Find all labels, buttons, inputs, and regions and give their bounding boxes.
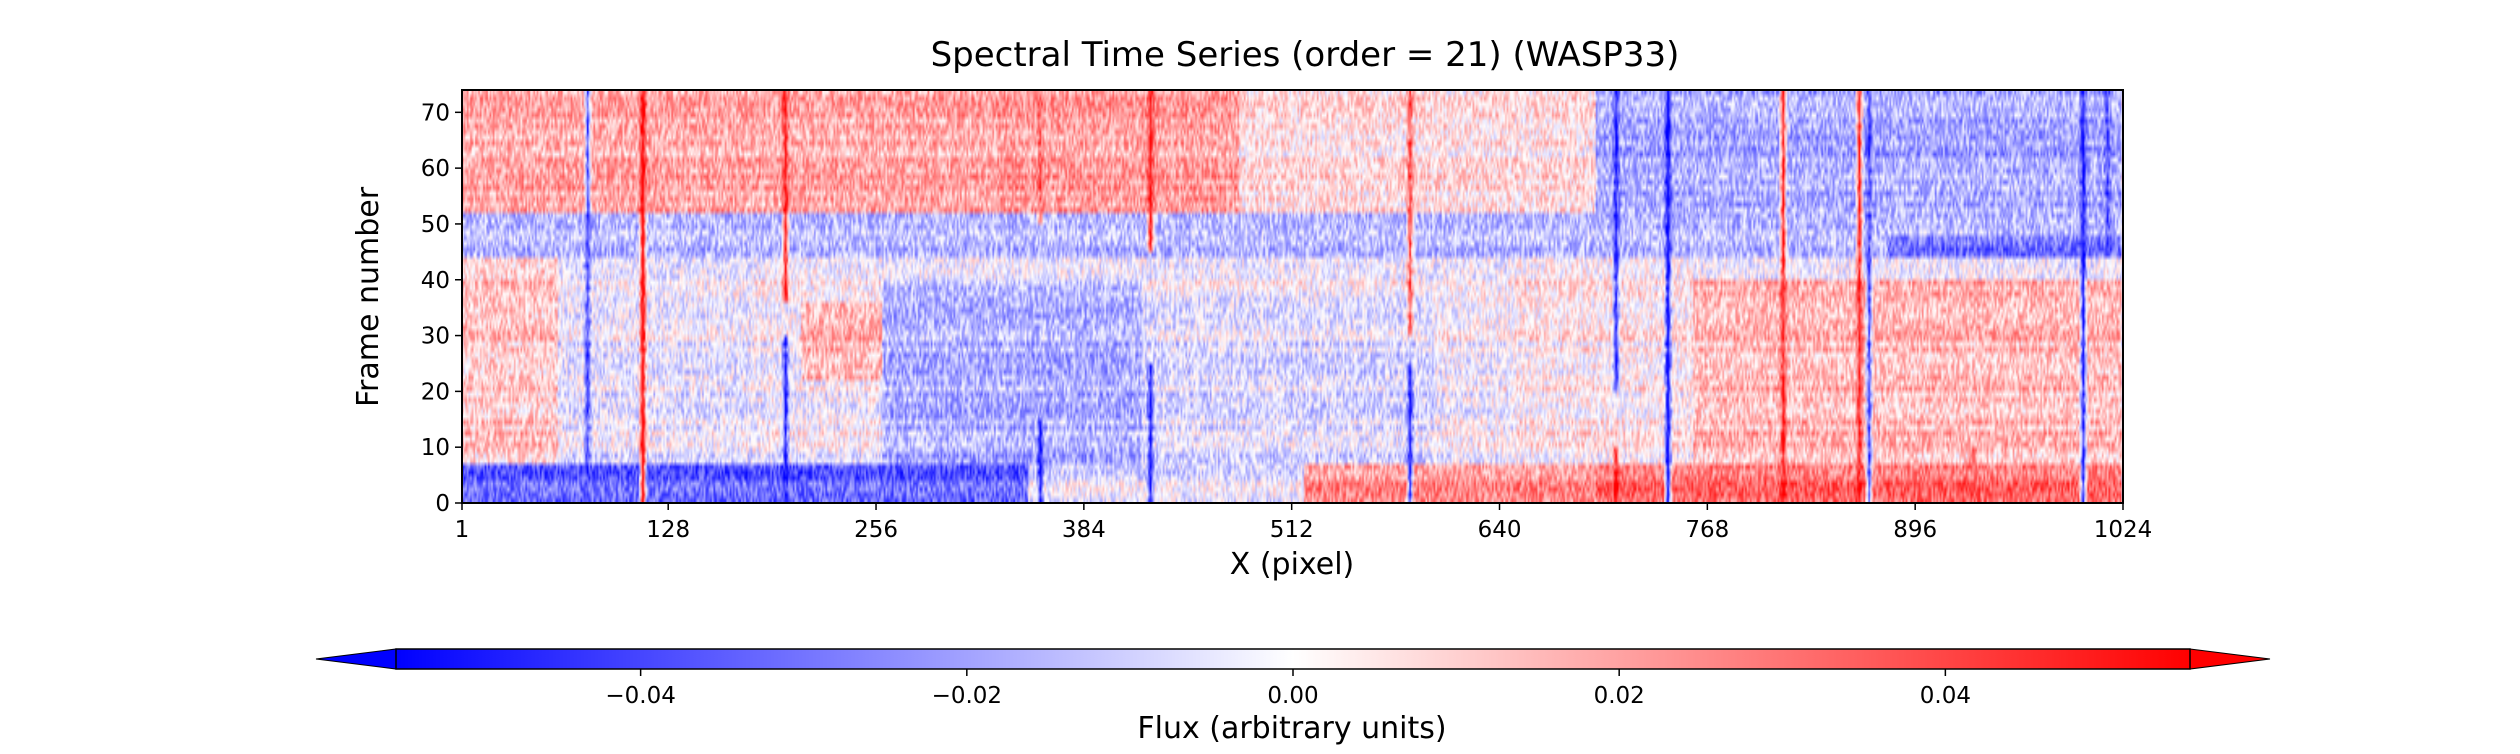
colorbar-tick-label: −0.04: [605, 683, 675, 709]
y-tick-label: 0: [435, 491, 450, 517]
x-tick-label: 896: [1893, 517, 1937, 543]
x-tick-label: 768: [1685, 517, 1729, 543]
y-tick-label: 40: [421, 268, 450, 294]
y-axis-ticks: 0 10 20 30 40 50 60 70: [421, 100, 462, 517]
chart-title: Spectral Time Series (order = 21) (WASP3…: [931, 35, 1680, 75]
y-tick-label: 70: [421, 100, 450, 126]
colorbar-gradient: [396, 649, 2190, 669]
colorbar-extend-high: [2189, 648, 2271, 670]
colorbar-tick-label: 0.02: [1594, 683, 1645, 709]
x-tick-label: 384: [1062, 517, 1106, 543]
y-tick-label: 50: [421, 212, 450, 238]
colorbar: −0.04 −0.02 0.00 0.02 0.04 Flux (arbitrary u…: [315, 648, 2271, 746]
y-axis-label: Frame number: [351, 186, 386, 407]
plot-frame: [461, 89, 2124, 504]
colorbar-tick-label: −0.02: [932, 683, 1002, 709]
colorbar-ticks: −0.04 −0.02 0.00 0.02 0.04: [605, 669, 1971, 709]
heatmap-plot-area: [461, 89, 2124, 504]
colorbar-extend-low: [315, 648, 397, 670]
x-tick-label: 1: [455, 517, 470, 543]
x-axis-ticks: 1 128 256 384 512 640 768 896 1024: [455, 503, 2153, 543]
y-tick-label: 10: [421, 435, 450, 461]
colorbar-tick-label: 0.00: [1267, 683, 1318, 709]
x-tick-label: 1024: [2094, 517, 2153, 543]
x-axis-label: X (pixel): [1230, 547, 1355, 582]
x-tick-label: 256: [854, 517, 898, 543]
colorbar-tick-label: 0.04: [1920, 683, 1971, 709]
y-tick-label: 20: [421, 379, 450, 405]
x-tick-label: 640: [1478, 517, 1522, 543]
x-tick-label: 128: [646, 517, 690, 543]
y-tick-label: 30: [421, 324, 450, 350]
colorbar-label: Flux (arbitrary units): [1137, 711, 1446, 746]
heatmap-image: [462, 90, 2123, 503]
x-tick-label: 512: [1270, 517, 1314, 543]
y-tick-label: 60: [421, 156, 450, 182]
